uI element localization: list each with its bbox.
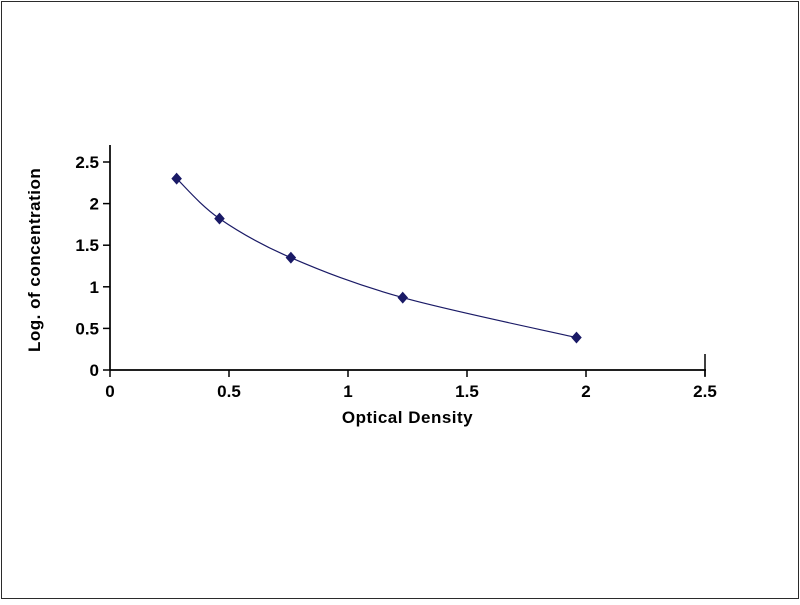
data-point-marker [286,252,295,262]
data-point-marker [215,213,224,223]
y-axis-title: Log. of concentration [24,138,46,382]
y-tick-label: 0 [90,361,99,380]
x-tick-label: 1.5 [455,382,479,401]
x-tick-label: 2.5 [693,382,717,401]
y-tick-label: 0.5 [75,319,99,338]
y-tick-label: 1.5 [75,236,99,255]
x-tick-label: 1 [343,382,352,401]
data-point-marker [572,332,581,342]
x-tick-label: 0.5 [217,382,241,401]
x-tick-label: 2 [581,382,590,401]
y-tick-label: 1 [90,278,99,297]
data-point-marker [398,292,407,302]
y-tick-label: 2.5 [75,153,99,172]
x-tick-label: 0 [105,382,114,401]
x-axis-title: Optical Density [110,408,705,428]
series-curve [177,179,577,338]
y-tick-label: 2 [90,195,99,214]
